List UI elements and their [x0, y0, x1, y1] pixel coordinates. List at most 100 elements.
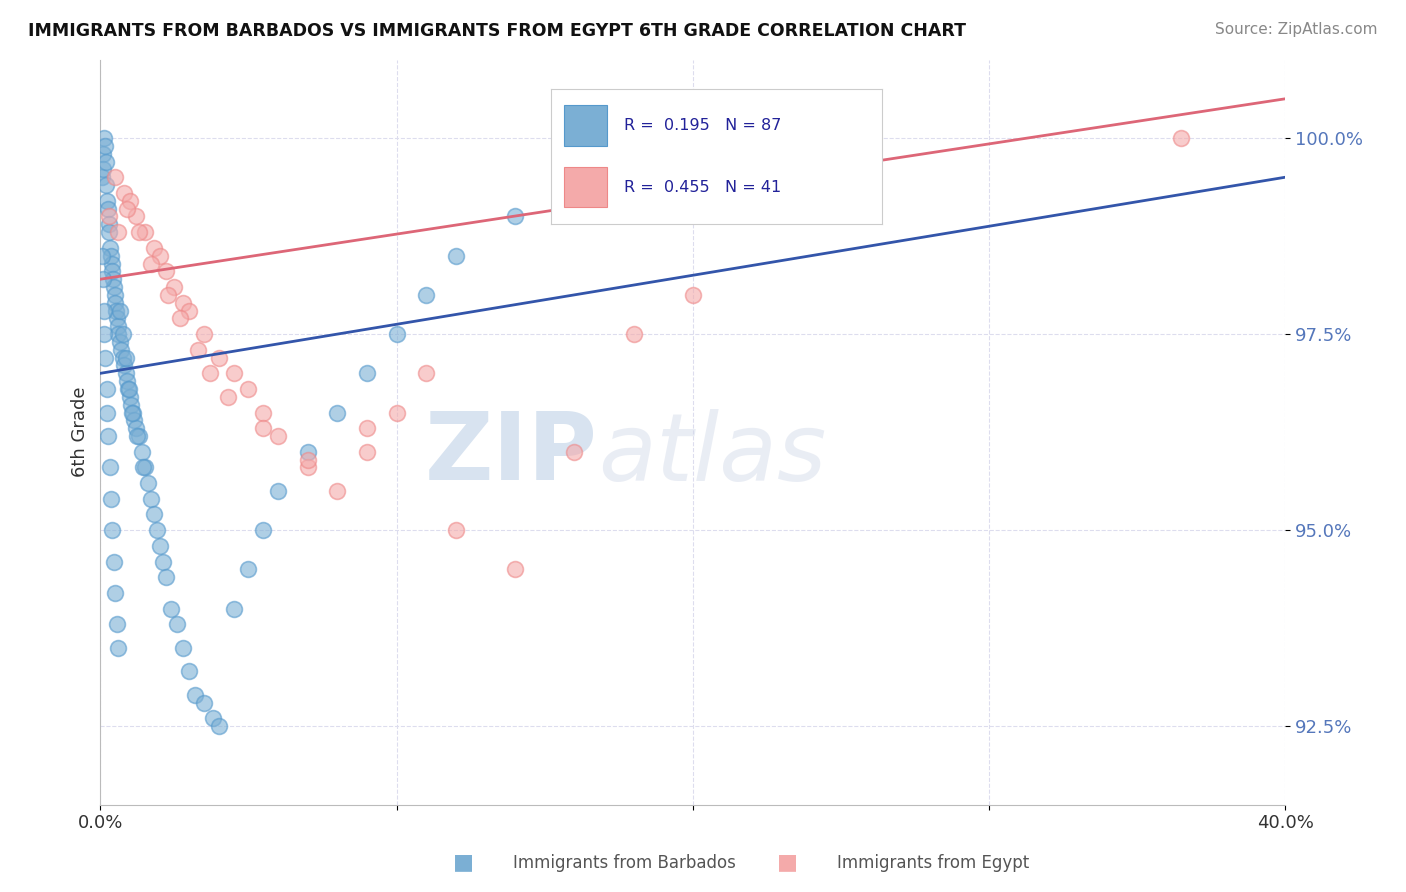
Point — [115, 202, 138, 216]
Point — [193, 327, 215, 342]
Point — [134, 460, 156, 475]
Point — [252, 405, 274, 419]
Point — [297, 460, 319, 475]
Point — [112, 327, 135, 342]
Point — [114, 367, 136, 381]
Point — [103, 280, 125, 294]
Point — [356, 444, 378, 458]
Text: ■: ■ — [454, 853, 474, 872]
Point — [121, 405, 143, 419]
Point — [297, 452, 319, 467]
Point — [326, 405, 349, 419]
Point — [385, 327, 408, 342]
Point — [267, 429, 290, 443]
Text: Source: ZipAtlas.com: Source: ZipAtlas.com — [1215, 22, 1378, 37]
Point — [115, 374, 138, 388]
Point — [105, 617, 128, 632]
Point — [110, 303, 132, 318]
Point — [93, 327, 115, 342]
Point — [415, 367, 437, 381]
Point — [163, 280, 186, 294]
Point — [107, 327, 129, 342]
Point — [415, 288, 437, 302]
Point — [238, 382, 260, 396]
Point — [125, 210, 148, 224]
Point — [94, 351, 117, 365]
Point — [444, 249, 467, 263]
Point — [97, 202, 120, 216]
Point — [131, 444, 153, 458]
Point — [169, 311, 191, 326]
Point — [97, 429, 120, 443]
Text: Immigrants from Barbados: Immigrants from Barbados — [513, 855, 737, 872]
Point — [201, 711, 224, 725]
Point — [122, 405, 145, 419]
Point — [107, 225, 129, 239]
Point — [160, 601, 183, 615]
Point — [111, 351, 134, 365]
Point — [179, 303, 201, 318]
Text: Immigrants from Egypt: Immigrants from Egypt — [837, 855, 1029, 872]
Point — [155, 264, 177, 278]
Point — [125, 421, 148, 435]
Point — [100, 491, 122, 506]
Point — [118, 382, 141, 396]
Point — [90, 170, 112, 185]
Point — [562, 170, 585, 185]
Point — [139, 491, 162, 506]
Point — [98, 210, 121, 224]
Point — [385, 405, 408, 419]
Point — [172, 295, 194, 310]
Point — [96, 382, 118, 396]
Point — [103, 288, 125, 302]
Point — [193, 696, 215, 710]
Point — [105, 311, 128, 326]
Point — [94, 154, 117, 169]
Point — [104, 303, 127, 318]
Point — [101, 264, 124, 278]
Point — [91, 146, 114, 161]
Point — [103, 555, 125, 569]
Point — [91, 272, 114, 286]
Point — [217, 390, 239, 404]
Point — [127, 429, 149, 443]
Point — [562, 444, 585, 458]
Point — [187, 343, 209, 357]
Text: ZIP: ZIP — [425, 409, 598, 500]
Point — [222, 367, 245, 381]
Point — [98, 225, 121, 239]
Point — [155, 570, 177, 584]
Point — [120, 398, 142, 412]
Point — [198, 367, 221, 381]
Point — [128, 225, 150, 239]
Point — [118, 390, 141, 404]
Point — [222, 601, 245, 615]
Point — [91, 162, 114, 177]
Point — [267, 483, 290, 498]
Point — [101, 523, 124, 537]
Point — [142, 241, 165, 255]
Point — [238, 562, 260, 576]
Point — [149, 249, 172, 263]
Point — [252, 523, 274, 537]
Point — [503, 210, 526, 224]
Point — [96, 194, 118, 208]
Point — [107, 319, 129, 334]
Point — [98, 241, 121, 255]
Point — [208, 719, 231, 733]
Point — [118, 194, 141, 208]
Point — [166, 617, 188, 632]
Point — [682, 288, 704, 302]
Point — [356, 421, 378, 435]
Point — [184, 688, 207, 702]
Point — [149, 539, 172, 553]
Point — [503, 562, 526, 576]
Point — [94, 139, 117, 153]
Point — [96, 178, 118, 192]
Point — [142, 508, 165, 522]
Point — [172, 640, 194, 655]
Point — [108, 334, 131, 349]
Point — [104, 295, 127, 310]
Point — [134, 225, 156, 239]
Point — [97, 217, 120, 231]
